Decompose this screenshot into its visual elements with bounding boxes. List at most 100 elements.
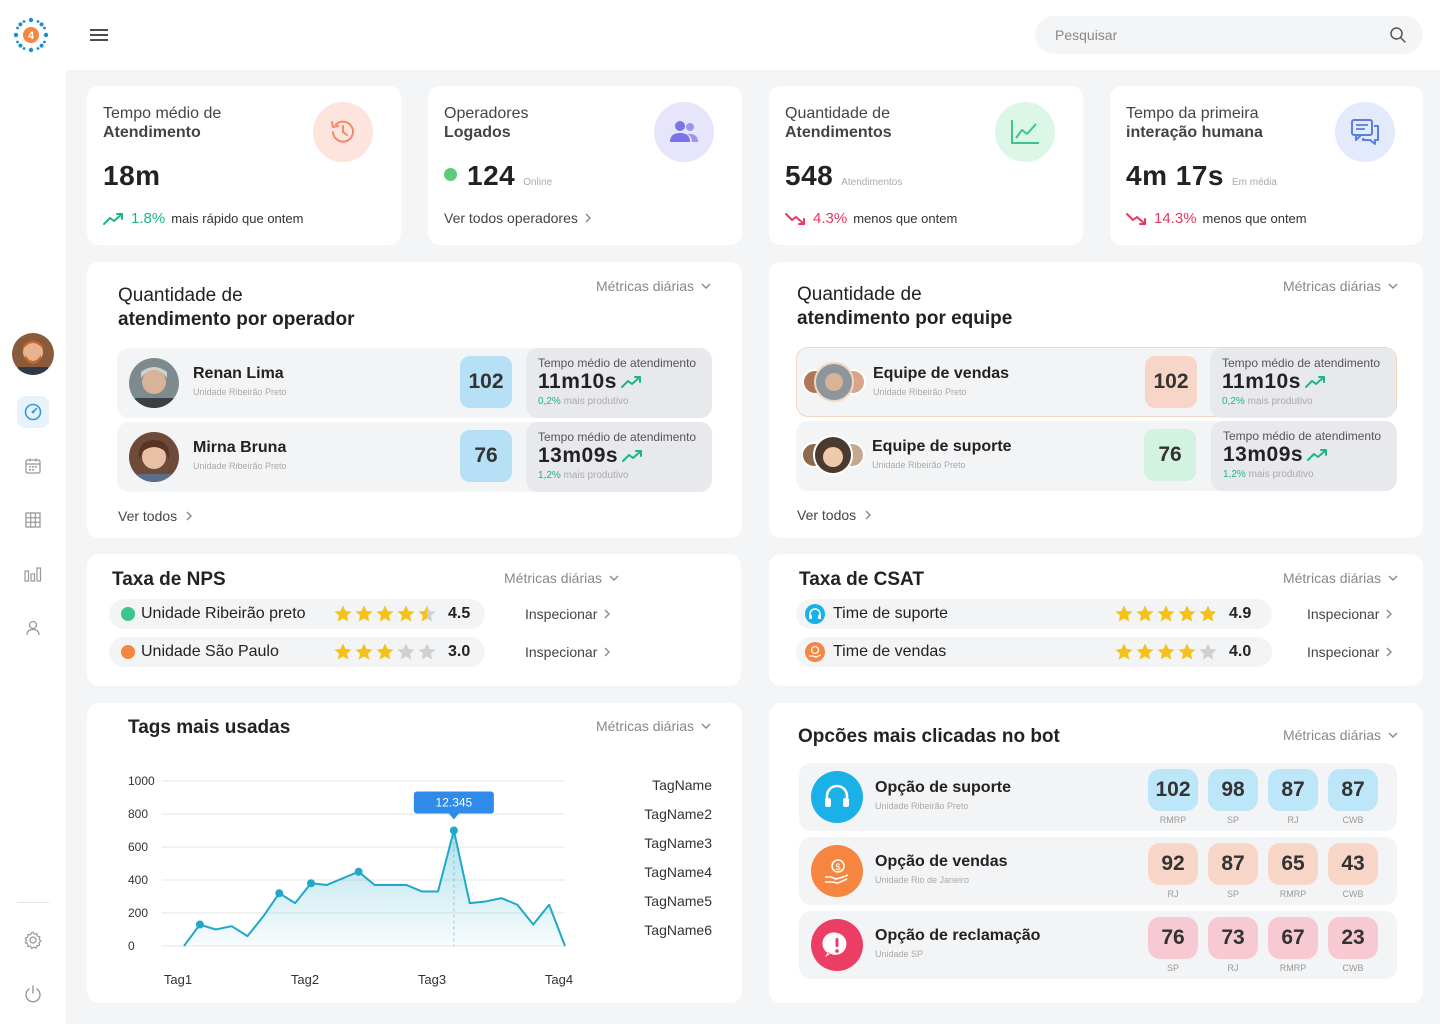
online-dot bbox=[444, 168, 457, 182]
tag-name-item[interactable]: TagName bbox=[652, 777, 712, 793]
power-icon bbox=[25, 985, 41, 1003]
bot-count-label: RJ bbox=[1287, 815, 1299, 825]
bot-card: Opcões mais clicadas no bot Métricas diá… bbox=[769, 703, 1423, 1003]
ver-todos-link[interactable]: Ver todos bbox=[118, 508, 193, 524]
tempo-medio-box: Tempo médio de atendimento 11m10s 0,2% m… bbox=[526, 348, 712, 418]
bot-option-row[interactable]: Opção de reclamação Unidade SP 76 SP 73 RJ 67 R… bbox=[799, 911, 1397, 979]
star-icon bbox=[376, 605, 394, 622]
chevron-down-icon bbox=[609, 575, 619, 581]
star-icon bbox=[397, 605, 415, 622]
ver-todos-link[interactable]: Ver todos bbox=[797, 507, 872, 523]
chat-icon bbox=[1351, 119, 1379, 145]
history-icon bbox=[331, 120, 354, 143]
metric-dropdown[interactable]: Métricas diárias bbox=[1283, 278, 1399, 294]
chevron-right-icon bbox=[865, 510, 872, 520]
star-icon bbox=[418, 605, 436, 622]
count-badge: 102 bbox=[460, 356, 512, 408]
y-tick-label: 200 bbox=[128, 906, 148, 920]
kpi-title: Quantidade de Atendimentos bbox=[785, 105, 892, 141]
kpi-trend: 4.3% menos que ontem bbox=[785, 210, 957, 227]
nps-row: Unidade São Paulo 3.0 bbox=[109, 637, 485, 667]
line-chart-icon bbox=[1011, 120, 1039, 144]
nav-grid[interactable] bbox=[17, 504, 49, 536]
trend-up-icon bbox=[103, 212, 123, 225]
chevron-down-icon bbox=[701, 723, 711, 729]
bar-chart-icon bbox=[24, 567, 42, 582]
nav-reports[interactable] bbox=[17, 558, 49, 590]
equipe-row[interactable]: Equipe de suporte Unidade Ribeirão Preto… bbox=[796, 421, 1397, 491]
tag-name-item[interactable]: TagName6 bbox=[644, 922, 712, 938]
nav-settings[interactable] bbox=[17, 924, 49, 956]
metric-dropdown[interactable]: Métricas diárias bbox=[596, 718, 712, 734]
ver-todos-operadores-link[interactable]: Ver todos operadores bbox=[444, 210, 592, 226]
bot-option-icon bbox=[811, 919, 863, 971]
bot-option-icon bbox=[811, 771, 863, 823]
csat-card: Taxa de CSAT Métricas diárias Time de su… bbox=[769, 554, 1423, 686]
metric-dropdown[interactable]: Métricas diárias bbox=[1283, 570, 1399, 586]
star-icon bbox=[1178, 643, 1196, 660]
data-point[interactable] bbox=[354, 867, 363, 876]
menu-icon[interactable] bbox=[88, 26, 110, 44]
star-icon bbox=[1115, 605, 1133, 622]
search-icon[interactable] bbox=[1389, 26, 1407, 44]
tag-name-item[interactable]: TagName5 bbox=[644, 893, 712, 909]
inspecionar-link[interactable]: Inspecionar bbox=[525, 644, 611, 660]
star-icon bbox=[355, 643, 373, 660]
nps-card: Taxa de NPS Métricas diárias Unidade Rib… bbox=[87, 554, 741, 686]
inspecionar-link[interactable]: Inspecionar bbox=[1307, 644, 1393, 660]
equipe-row[interactable]: Equipe de vendas Unidade Ribeirão Preto … bbox=[796, 347, 1397, 418]
tag-name-item[interactable]: TagName4 bbox=[644, 864, 712, 880]
operador-row[interactable]: Renan Lima Unidade Ribeirão Preto 102 Te… bbox=[117, 348, 712, 418]
tooltip-arrow bbox=[448, 813, 459, 820]
bot-count-badge: 87 bbox=[1208, 843, 1258, 885]
chevron-right-icon bbox=[604, 647, 611, 657]
search-input[interactable]: Pesquisar bbox=[1035, 16, 1423, 54]
nav-dashboard[interactable] bbox=[17, 396, 49, 428]
status-dot bbox=[121, 645, 135, 659]
bot-count-label: SP bbox=[1226, 889, 1239, 899]
user-avatar[interactable] bbox=[12, 333, 54, 375]
csat-row: Time de vendas 4.0 bbox=[796, 637, 1272, 667]
x-tick-label: Tag2 bbox=[291, 972, 319, 987]
bot-count-label: RJ bbox=[1227, 963, 1239, 973]
bot-option-sub: Unidade Ribeirão Preto bbox=[875, 801, 969, 811]
metric-dropdown[interactable]: Métricas diárias bbox=[596, 278, 712, 294]
star-rating bbox=[1114, 604, 1218, 624]
tags-line-chart: 1000 800 600 400 200 0 12.345 Tag1 Tag2 Tag3 Tag4 bbox=[128, 774, 573, 987]
chevron-right-icon bbox=[1386, 647, 1393, 657]
nav-calendar[interactable] bbox=[17, 450, 49, 482]
star-rating bbox=[1114, 642, 1218, 662]
data-point[interactable] bbox=[275, 889, 284, 898]
bot-option-sub: Unidade Rio de Janeiro bbox=[875, 875, 970, 885]
metric-dropdown[interactable]: Métricas diárias bbox=[1283, 727, 1399, 743]
bot-count-label: RMRP bbox=[1279, 963, 1307, 973]
tags-card: Tags mais usadas Métricas diárias 1000 80… bbox=[87, 703, 742, 1003]
bot-count-badge: 87 bbox=[1268, 769, 1318, 811]
section-title: Tags mais usadas bbox=[128, 717, 291, 738]
star-icon bbox=[334, 643, 352, 660]
tag-name-item[interactable]: TagName2 bbox=[644, 806, 712, 822]
kpi-card-tempo-medio: Tempo médio de Atendimento 18m 1.8% mais … bbox=[87, 86, 401, 245]
metric-dropdown[interactable]: Métricas diárias bbox=[504, 570, 620, 586]
bot-option-row[interactable]: Opção de suporte Unidade Ribeirão Preto 10… bbox=[799, 763, 1397, 831]
bot-option-row[interactable]: $ Opção de vendas Unidade Rio de Janeiro 92… bbox=[799, 837, 1397, 905]
data-point[interactable] bbox=[195, 920, 204, 929]
nav-profile[interactable] bbox=[17, 612, 49, 644]
calendar-icon bbox=[25, 458, 41, 474]
nav-logout[interactable] bbox=[17, 978, 49, 1010]
data-point[interactable] bbox=[307, 879, 315, 888]
kpi-trend: 1.8% mais rápido que ontem bbox=[103, 210, 303, 227]
bot-count-badge: 76 bbox=[1148, 917, 1198, 959]
y-tick-label: 1000 bbox=[128, 774, 155, 788]
kpi-title: Operadores Logados bbox=[444, 105, 529, 141]
operador-row[interactable]: Mirna Bruna Unidade Ribeirão Preto 76 Te… bbox=[117, 422, 712, 492]
users-icon bbox=[670, 121, 698, 142]
equipe-card: Quantidade de atendimento por equipe Métr… bbox=[769, 262, 1423, 538]
inspecionar-link[interactable]: Inspecionar bbox=[525, 606, 611, 622]
tag-name-item[interactable]: TagName3 bbox=[644, 835, 712, 851]
bot-count-badge: 65 bbox=[1268, 843, 1318, 885]
section-title: Taxa de NPS bbox=[112, 569, 226, 590]
trend-down-icon bbox=[785, 212, 805, 225]
inspecionar-link[interactable]: Inspecionar bbox=[1307, 606, 1393, 622]
tooltip-label: 12.345 bbox=[436, 796, 473, 810]
